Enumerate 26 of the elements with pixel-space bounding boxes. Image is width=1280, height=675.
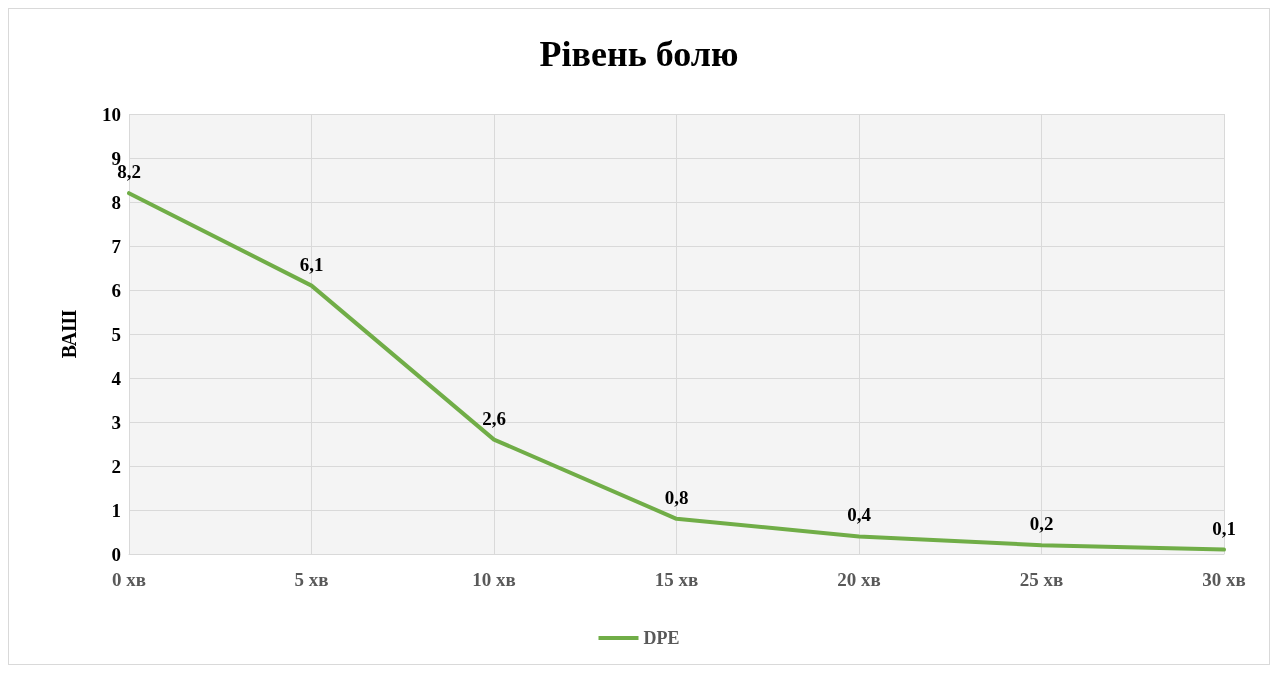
y-tick-label: 7 [111,235,122,257]
y-tick-label: 4 [111,367,122,389]
y-tick-label: 10 [102,103,121,125]
data-label: 0,2 [1029,513,1054,535]
y-tick-label: 1 [111,499,121,521]
y-axis-title: ВАШ [58,309,80,359]
x-tick-label: 20 хв [837,569,881,590]
x-tick-label: 15 хв [654,569,699,590]
data-label: 0,1 [1212,517,1236,539]
data-label: 0,4 [847,504,872,526]
data-label: 0,8 [664,486,689,508]
y-tick-label: 8 [111,191,121,213]
y-tick-label: 6 [111,279,121,301]
x-tick-label: 30 хв [1202,569,1246,590]
chart-title: Рівень болю [539,34,739,74]
data-label: 6,1 [299,253,324,275]
x-tick-label: 5 хв [294,569,329,590]
y-tick-label: 5 [111,323,121,345]
x-tick-label: 10 хв [472,569,516,590]
x-tick-label: 0 хв [111,569,147,590]
data-label: 2,6 [482,407,506,429]
y-tick-label: 3 [111,411,121,433]
legend-label: DPE [643,628,680,648]
y-tick-label: 2 [111,455,121,477]
y-tick-label: 0 [111,543,121,565]
x-tick-label: 25 хв [1019,569,1064,590]
